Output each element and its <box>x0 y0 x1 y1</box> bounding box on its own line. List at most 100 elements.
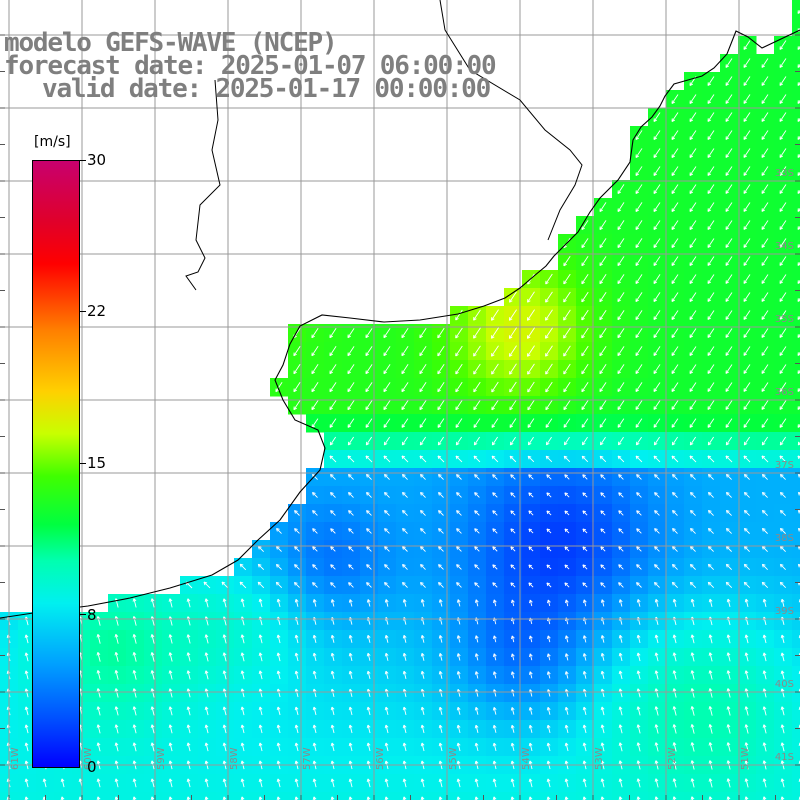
field-cell <box>792 324 800 343</box>
wind-arrow <box>600 706 605 716</box>
wind-arrow <box>707 328 715 338</box>
wind-arrow <box>510 653 515 661</box>
wind-arrow <box>402 652 407 661</box>
wind-arrow <box>528 582 534 588</box>
latitude-label: 33S <box>775 168 794 179</box>
wind-arrow <box>545 345 553 357</box>
wind-arrow <box>330 546 336 552</box>
wind-arrow <box>456 582 462 588</box>
wind-arrow <box>671 292 679 302</box>
wind-arrow <box>618 599 623 607</box>
wind-arrow <box>347 455 355 463</box>
wind-arrow <box>779 346 787 356</box>
wind-arrow <box>528 474 534 480</box>
wind-arrow <box>240 742 245 752</box>
wind-arrow <box>689 346 697 356</box>
wind-arrow <box>275 563 282 570</box>
wind-arrow <box>293 581 300 588</box>
wind-arrow <box>725 58 733 68</box>
wind-arrow <box>546 528 552 534</box>
wind-arrow <box>258 670 263 680</box>
wind-arrow <box>780 688 785 698</box>
wind-arrow <box>743 238 751 248</box>
wind-arrow <box>401 418 409 428</box>
wind-arrow <box>330 582 336 588</box>
wind-arrow <box>276 528 282 534</box>
wind-arrow <box>474 653 479 661</box>
wind-arrow <box>743 545 750 552</box>
wind-arrow <box>725 274 733 284</box>
wind-arrow <box>528 528 534 534</box>
wind-arrow <box>294 742 299 752</box>
wind-arrow <box>653 418 661 428</box>
wind-arrow <box>653 220 661 230</box>
wind-arrow <box>348 706 353 716</box>
wind-arrow <box>761 491 768 498</box>
wind-arrow <box>599 274 607 285</box>
field-cell <box>792 306 800 325</box>
wind-arrow <box>600 492 606 498</box>
wind-arrow <box>275 581 283 589</box>
wind-arrow <box>383 436 391 446</box>
wind-arrow <box>402 670 407 679</box>
wind-arrow <box>636 582 642 588</box>
wind-arrow <box>779 292 787 302</box>
wind-arrow <box>437 363 445 375</box>
wind-arrow <box>455 381 463 393</box>
wind-arrow <box>618 564 624 570</box>
wind-arrow <box>564 474 570 480</box>
wind-arrow <box>474 724 479 733</box>
wind-arrow <box>168 724 173 734</box>
wind-arrow <box>312 652 317 662</box>
wind-arrow <box>780 706 785 716</box>
wind-arrow <box>779 364 787 374</box>
wind-arrow <box>96 742 101 752</box>
wind-arrow <box>438 546 444 552</box>
wind-arrow <box>527 436 534 446</box>
wind-arrow <box>762 652 767 662</box>
wind-arrow <box>797 369 800 374</box>
wind-arrow <box>707 166 715 176</box>
wind-arrow <box>618 528 624 534</box>
wind-arrow <box>618 582 624 588</box>
wind-arrow <box>582 492 588 498</box>
wind-arrow <box>671 166 679 176</box>
wind-arrow <box>653 382 661 392</box>
wind-arrow <box>365 455 373 463</box>
wind-arrow <box>617 436 624 446</box>
wind-arrow <box>563 363 571 375</box>
wind-arrow <box>761 328 769 338</box>
wind-arrow <box>689 94 697 104</box>
wind-arrow <box>96 670 101 680</box>
wind-arrow <box>671 418 679 428</box>
wind-arrow <box>528 635 533 643</box>
wind-arrow <box>582 778 587 788</box>
wind-arrow <box>672 474 678 480</box>
wind-arrow <box>762 742 767 752</box>
field-cell <box>468 792 487 800</box>
wind-arrow <box>653 328 661 338</box>
wind-arrow <box>707 563 714 570</box>
wind-arrow <box>132 706 137 716</box>
wind-arrow <box>743 40 751 50</box>
field-cell <box>756 792 775 800</box>
wind-arrow <box>492 796 497 800</box>
wind-arrow <box>528 742 533 752</box>
wind-arrow <box>707 184 715 194</box>
wind-arrow <box>671 238 679 248</box>
wind-arrow <box>437 436 445 446</box>
wind-arrow <box>240 724 245 734</box>
wind-arrow <box>203 581 211 589</box>
wind-arrow <box>600 670 605 679</box>
wind-arrow <box>401 473 408 480</box>
wind-arrow <box>671 382 679 392</box>
wind-arrow <box>204 742 209 752</box>
field-cell <box>216 792 235 800</box>
wind-arrow <box>743 418 751 428</box>
wind-arrow <box>725 328 733 338</box>
field-cell <box>792 0 800 19</box>
wind-arrow <box>401 346 409 357</box>
field-cell <box>450 792 469 800</box>
wind-arrow <box>492 671 497 679</box>
field-cell <box>144 792 163 800</box>
